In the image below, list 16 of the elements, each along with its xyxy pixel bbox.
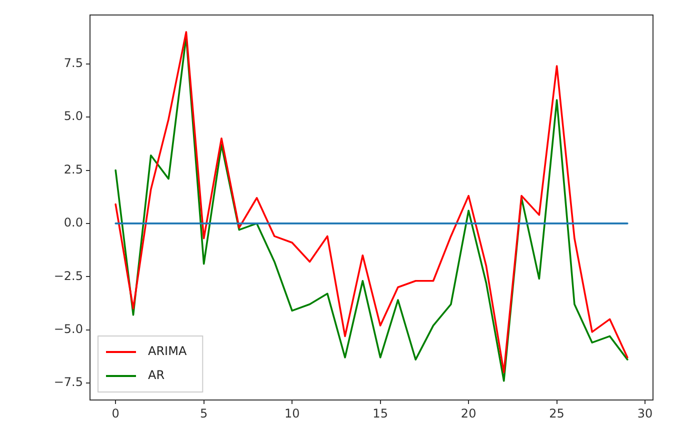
legend-label: ARIMA [148, 344, 188, 358]
x-tick-label: 0 [112, 406, 120, 420]
y-tick-label: 0.0 [64, 216, 83, 230]
y-tick-label: 7.5 [64, 56, 83, 70]
legend-label: AR [148, 368, 165, 382]
x-tick-label: 25 [549, 406, 564, 420]
x-tick-label: 10 [284, 406, 300, 420]
y-tick-label: −7.5 [54, 375, 83, 390]
x-tick-label: 5 [200, 406, 208, 420]
y-tick-label: −2.5 [54, 268, 83, 283]
x-tick-label: 15 [372, 406, 388, 420]
y-tick-label: −5.0 [54, 322, 83, 336]
y-tick-label: 5.0 [64, 109, 83, 124]
x-tick-label: 30 [637, 406, 653, 420]
y-tick-label: 2.5 [64, 162, 83, 176]
x-tick-label: 20 [460, 406, 476, 420]
